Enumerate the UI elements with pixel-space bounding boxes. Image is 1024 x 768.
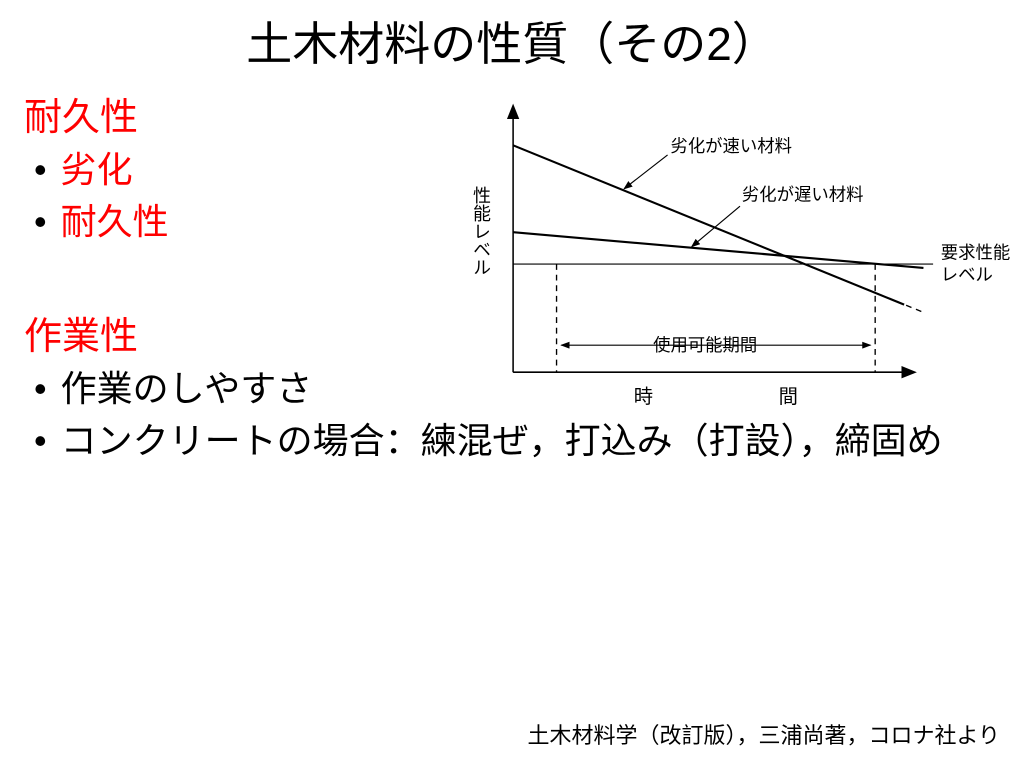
citation: 土木材料学（改訂版），三浦尚著，コロナ社より [527,718,1000,750]
pointer-arrow-fast [624,155,667,189]
pointer-arrow-slow [692,206,740,247]
slow-degradation-line [513,232,923,268]
y-axis-label: 性能レベル [468,186,494,276]
slide-title: 土木材料の性質（その2） [0,0,1024,86]
bullet-dot-icon: • [34,147,47,193]
label-required-1: 要求性能 [941,243,1010,262]
fast-degradation-line [513,145,904,304]
x-axis-label: 時 間 [634,386,827,408]
bullet-dot-icon: • [34,199,47,245]
label-required-2: レベル [941,265,993,284]
section1-header: 耐久性 [24,86,484,141]
bullet-text: 作業のしやすさ [61,366,313,412]
bullet-dot-icon: • [34,366,47,412]
durability-chart: 劣化が速い材料 劣化が遅い材料 要求性能 レベル 使用可能期間 時 間 性能レベ… [460,86,1020,446]
bullet-text: 耐久性 [61,199,169,245]
bullet-dot-icon: • [34,418,47,464]
chart-svg: 劣化が速い材料 劣化が遅い材料 要求性能 レベル 使用可能期間 時 間 [460,86,1020,446]
bullet-row: • 耐久性 [24,199,484,245]
section2-header: 作業性 [24,305,484,360]
text-column: 耐久性 • 劣化 • 耐久性 作業性 • 作業のしやすさ [24,86,484,412]
label-slow-degradation: 劣化が遅い材料 [742,185,864,204]
bullet-row: • 作業のしやすさ [24,366,484,412]
label-fast-degradation: 劣化が速い材料 [670,137,792,156]
content-area: 耐久性 • 劣化 • 耐久性 作業性 • 作業のしやすさ • コンクリートの場合… [0,86,1024,464]
bullet-text: 劣化 [61,147,133,193]
bullet-row: • 劣化 [24,147,484,193]
label-usable-span: 使用可能期間 [653,335,757,355]
